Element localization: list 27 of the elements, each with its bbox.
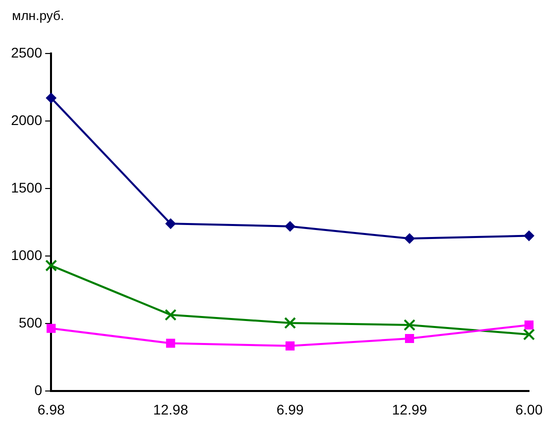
point <box>286 341 295 350</box>
x-tick-label: 6.98 <box>38 401 65 418</box>
y-tick-label: 1000 <box>10 246 42 263</box>
point <box>284 317 296 329</box>
point <box>405 334 414 344</box>
y-tick-label: 2500 <box>10 44 42 60</box>
point <box>524 230 534 241</box>
point <box>524 320 534 330</box>
y-tick-label: 0 <box>34 382 42 398</box>
point <box>46 324 56 333</box>
y-axis-title: млн.руб. <box>12 8 66 25</box>
point <box>523 328 535 340</box>
y-tick-label: 1500 <box>10 179 42 196</box>
x-tick-label: 6.00 <box>515 401 543 418</box>
x-tick-label: 12.98 <box>153 401 188 418</box>
point <box>404 234 415 244</box>
point <box>46 92 56 103</box>
point <box>404 319 416 331</box>
point <box>45 260 58 272</box>
point <box>285 221 296 232</box>
x-tick-label: 12.99 <box>392 401 428 418</box>
y-tick-label: 2000 <box>10 112 42 128</box>
x-tick-label: 6.99 <box>276 401 304 418</box>
point <box>164 308 177 321</box>
point <box>166 218 176 229</box>
y-tick-label: 500 <box>18 314 42 330</box>
point <box>166 338 176 348</box>
